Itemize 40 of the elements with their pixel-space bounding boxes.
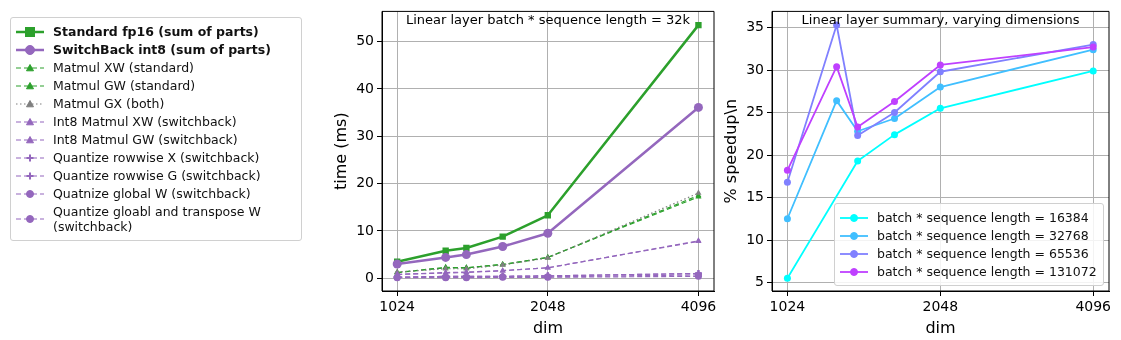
legend-label: batch * sequence length = 65536: [877, 246, 1089, 261]
y-tick-label: 20: [356, 174, 375, 191]
legend-label: Quatnize global W (switchback): [53, 186, 251, 201]
x-tick-label: 2048: [922, 298, 959, 315]
legend-label: Matmul GW (standard): [53, 78, 196, 93]
y-tick-label: 5: [755, 273, 765, 290]
x-tick-label: 4096: [1075, 298, 1112, 315]
legend-label: SwitchBack int8 (sum of parts): [53, 42, 271, 57]
y-tick-label: 10: [746, 230, 765, 247]
x-axis-title: dim: [532, 317, 564, 337]
y-axis-title: % speedup\n: [720, 98, 740, 204]
x-tick-label: 2048: [529, 298, 566, 315]
y-tick-label: 40: [356, 79, 375, 96]
legend-label: Matmul GX (both): [53, 96, 165, 111]
x-axis-title: dim: [925, 317, 956, 337]
y-tick-label: 30: [356, 126, 375, 143]
chart-title: Linear layer batch * sequence length = 32k: [405, 12, 691, 28]
y-tick-label: 10: [356, 221, 375, 238]
legend-label: Matmul XW (standard): [53, 60, 194, 75]
y-tick-label: 30: [746, 60, 765, 77]
y-tick-label: 20: [746, 145, 765, 162]
y-tick-label: 35: [746, 18, 765, 35]
y-tick-label: 15: [746, 188, 765, 205]
legend-label: batch * sequence length = 131072: [877, 264, 1097, 279]
legend-label: Quantize rowwise G (switchback): [53, 168, 261, 183]
chart-title: Linear layer summary, varying dimensions: [801, 12, 1080, 28]
x-tick-label: 4096: [680, 298, 717, 315]
legend-label: Standard fp16 (sum of parts): [53, 24, 259, 39]
legend-label: Quantize gloabl and transpose W (switchback): [53, 204, 262, 234]
y-tick-label: 0: [365, 268, 375, 285]
x-tick-label: 1024: [769, 298, 806, 315]
legend-label: batch * sequence length = 16384: [877, 210, 1089, 225]
legend-label: Quantize rowwise X (switchback): [53, 150, 260, 165]
legend-label: Int8 Matmul GW (switchback): [53, 132, 238, 147]
legend-label: Int8 Matmul XW (switchback): [53, 114, 237, 129]
legend-label: batch * sequence length = 32768: [877, 228, 1089, 243]
y-tick-label: 25: [746, 103, 765, 120]
x-tick-label: 1024: [379, 298, 416, 315]
y-axis-title: time (ms): [330, 112, 350, 191]
y-tick-label: 50: [356, 32, 375, 49]
